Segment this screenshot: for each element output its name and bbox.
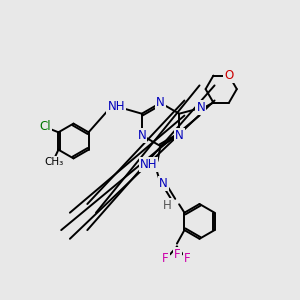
Text: NH: NH	[140, 158, 157, 171]
Text: NH: NH	[107, 100, 125, 113]
Text: N: N	[156, 96, 165, 110]
Text: N: N	[196, 101, 205, 114]
Text: F: F	[184, 251, 191, 265]
Text: Cl: Cl	[39, 120, 51, 134]
Text: H: H	[163, 199, 172, 212]
Text: F: F	[162, 251, 169, 265]
Text: F: F	[174, 248, 181, 262]
Text: N: N	[159, 177, 168, 190]
Text: CH₃: CH₃	[44, 157, 64, 167]
Text: N: N	[137, 129, 146, 142]
Text: N: N	[175, 129, 184, 142]
Text: O: O	[224, 69, 234, 82]
